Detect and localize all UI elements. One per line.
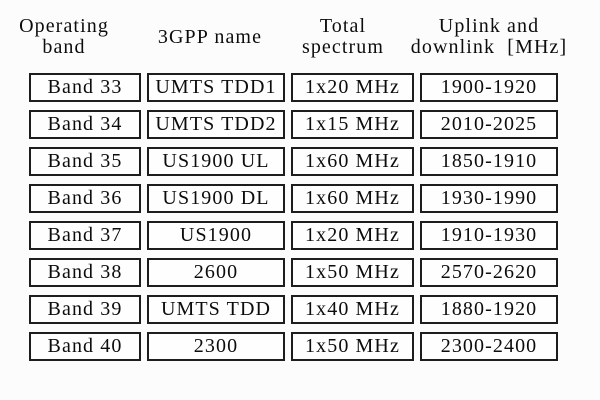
column-header-uplink-downlink: Uplink and downlink [MHz]	[399, 12, 579, 62]
table-row: Band 37 US1900 1x20 MHz 1910-1930	[29, 221, 558, 250]
header-line: band	[42, 36, 86, 58]
header-line: downlink [MHz]	[410, 36, 568, 58]
column-header-total-spectrum: Total spectrum	[273, 12, 413, 62]
cell-total-spectrum: 1x60 MHz	[291, 147, 414, 176]
table-row: Band 40 2300 1x50 MHz 2300-2400	[29, 332, 558, 361]
table-row: Band 39 UMTS TDD 1x40 MHz 1880-1920	[29, 295, 558, 324]
table-row: Band 38 2600 1x50 MHz 2570-2620	[29, 258, 558, 287]
cell-operating-band: Band 40	[29, 332, 141, 361]
column-header-operating-band: Operating band	[0, 12, 128, 62]
header-line: 3GPP name	[157, 25, 263, 48]
cell-total-spectrum: 1x20 MHz	[291, 73, 414, 102]
cell-operating-band: Band 36	[29, 184, 141, 213]
header-line: Uplink and	[438, 15, 540, 37]
cell-uplink-downlink: 1910-1930	[420, 221, 558, 250]
cell-total-spectrum: 1x60 MHz	[291, 184, 414, 213]
header-line: Operating	[19, 15, 109, 37]
cell-uplink-downlink: 2570-2620	[420, 258, 558, 287]
cell-3gpp-name: UMTS TDD	[147, 295, 285, 324]
cell-uplink-downlink: 2010-2025	[420, 110, 558, 139]
cell-total-spectrum: 1x20 MHz	[291, 221, 414, 250]
table-header-row: Operating band 3GPP name Total spectrum …	[0, 12, 600, 62]
table-row: Band 35 US1900 UL 1x60 MHz 1850-1910	[29, 147, 558, 176]
cell-uplink-downlink: 1880-1920	[420, 295, 558, 324]
cell-uplink-downlink: 1900-1920	[420, 73, 558, 102]
cell-operating-band: Band 33	[29, 73, 141, 102]
cell-operating-band: Band 37	[29, 221, 141, 250]
cell-total-spectrum: 1x50 MHz	[291, 332, 414, 361]
cell-3gpp-name: US1900 DL	[147, 184, 285, 213]
column-header-3gpp-name: 3GPP name	[140, 12, 280, 62]
cell-operating-band: Band 39	[29, 295, 141, 324]
table-row: Band 33 UMTS TDD1 1x20 MHz 1900-1920	[29, 73, 558, 102]
cell-3gpp-name: US1900	[147, 221, 285, 250]
cell-total-spectrum: 1x15 MHz	[291, 110, 414, 139]
header-line: Total	[319, 15, 367, 37]
cell-3gpp-name: 2600	[147, 258, 285, 287]
table-body: Band 33 UMTS TDD1 1x20 MHz 1900-1920 Ban…	[29, 73, 558, 369]
cell-operating-band: Band 38	[29, 258, 141, 287]
cell-3gpp-name: US1900 UL	[147, 147, 285, 176]
table-row: Band 34 UMTS TDD2 1x15 MHz 2010-2025	[29, 110, 558, 139]
cell-3gpp-name: UMTS TDD2	[147, 110, 285, 139]
cell-operating-band: Band 34	[29, 110, 141, 139]
cell-operating-band: Band 35	[29, 147, 141, 176]
cell-3gpp-name: 2300	[147, 332, 285, 361]
table-row: Band 36 US1900 DL 1x60 MHz 1930-1990	[29, 184, 558, 213]
cell-total-spectrum: 1x50 MHz	[291, 258, 414, 287]
cell-uplink-downlink: 1850-1910	[420, 147, 558, 176]
cell-uplink-downlink: 1930-1990	[420, 184, 558, 213]
cell-total-spectrum: 1x40 MHz	[291, 295, 414, 324]
cell-3gpp-name: UMTS TDD1	[147, 73, 285, 102]
header-line: spectrum	[301, 36, 385, 58]
cell-uplink-downlink: 2300-2400	[420, 332, 558, 361]
